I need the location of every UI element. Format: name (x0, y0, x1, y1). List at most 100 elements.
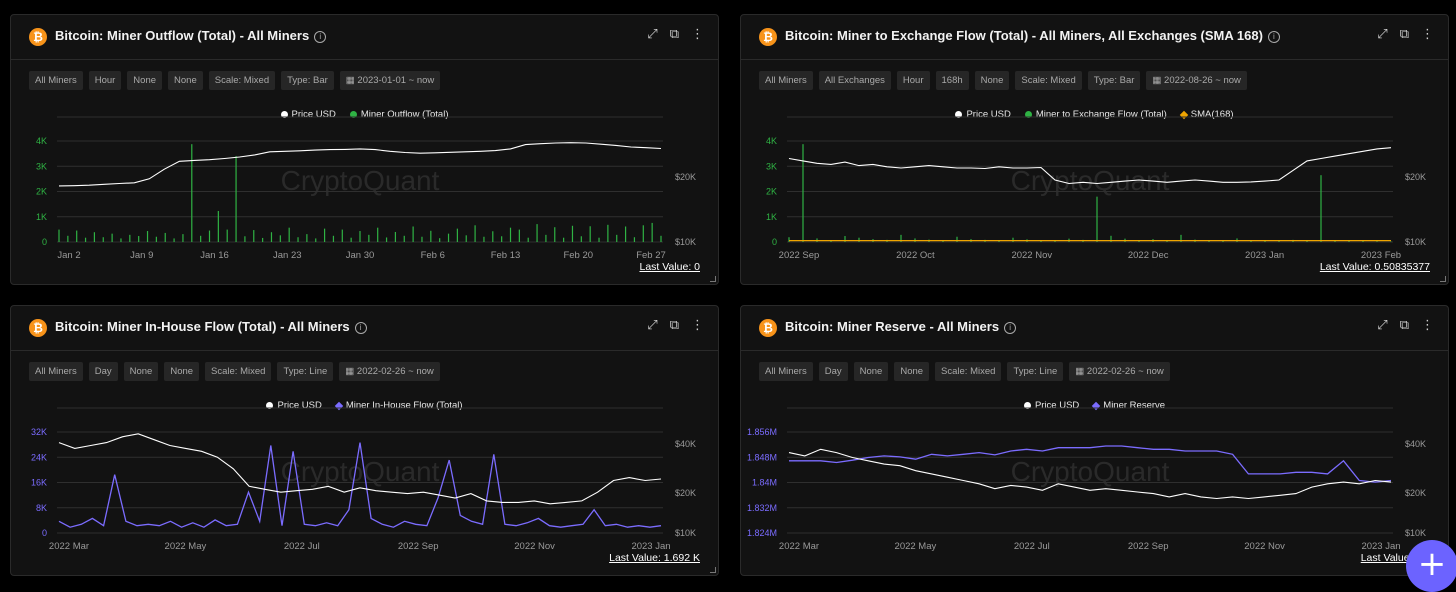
outflow-bar (492, 231, 494, 242)
x-tick-label: Jan 30 (346, 250, 375, 261)
legend-item[interactable]: Price USD (1023, 400, 1080, 411)
expand-icon[interactable]: ⤢ (1377, 27, 1388, 42)
filter-chip[interactable]: All Miners (29, 71, 83, 90)
price-line (788, 448, 1392, 500)
filter-chip[interactable]: Scale: Mixed (208, 71, 276, 90)
filter-chip[interactable]: All Miners (759, 362, 813, 381)
info-icon[interactable]: i (354, 322, 367, 334)
legend-label: Price USD (291, 109, 336, 120)
x-tick-label: 2022 Oct (896, 250, 935, 261)
more-menu-icon[interactable]: ⋮ (1421, 318, 1434, 333)
outflow-bar (332, 235, 335, 242)
date-range-chip[interactable]: ▦ 2022-02-26 ~ now (1069, 362, 1170, 381)
date-range-chip[interactable]: ▦ 2022-08-26 ~ now (1146, 71, 1247, 90)
popout-icon[interactable]: ⧉ (669, 318, 679, 333)
filter-chip[interactable]: None (168, 71, 203, 90)
legend-label: Miner to Exchange Flow (Total) (1035, 109, 1167, 120)
outflow-bar (447, 233, 450, 242)
outflow-bar (501, 236, 503, 242)
expand-icon[interactable]: ⤢ (647, 318, 658, 333)
panel-tools: ⤢ ⧉ ⋮ (647, 27, 704, 42)
right-axis-tick-label: $20K (675, 488, 696, 498)
legend-item[interactable]: Price USD (280, 109, 336, 120)
y-tick-label: 2K (766, 187, 777, 197)
outflow-bar (802, 144, 804, 242)
x-tick-label: 2022 Nov (1011, 250, 1052, 261)
filter-chip[interactable]: Type: Line (277, 362, 334, 381)
right-axis-tick-label: $20K (675, 172, 696, 182)
resize-handle[interactable] (1440, 276, 1446, 282)
outflow-bar (84, 237, 87, 242)
outflow-bar (129, 234, 131, 242)
filter-chip[interactable]: Scale: Mixed (205, 362, 272, 381)
outflow-bar (315, 238, 317, 242)
more-menu-icon[interactable]: ⋮ (1421, 27, 1434, 42)
popout-icon[interactable]: ⧉ (1399, 318, 1409, 333)
filter-chip[interactable]: None (894, 362, 930, 381)
legend-item[interactable]: Price USD (955, 109, 1011, 120)
outflow-bar (483, 236, 485, 242)
panel-title: Bitcoin: Miner to Exchange Flow (Total) … (785, 28, 1280, 43)
y-tick-label: 1.832M (747, 503, 777, 513)
last-value-link[interactable]: Last Value: 0.50835377 (1319, 261, 1430, 273)
legend-item[interactable]: Miner to Exchange Flow (Total) (1024, 109, 1167, 120)
outflow-bar (385, 237, 388, 242)
filter-chip[interactable]: Day (88, 362, 118, 381)
info-icon[interactable]: i (314, 31, 327, 43)
add-fab-button[interactable]: + (1406, 540, 1456, 592)
filter-chip[interactable]: None (123, 362, 159, 381)
outflow-bar (1096, 196, 1098, 242)
legend-item[interactable]: SMA(168) (1179, 109, 1234, 120)
filter-chip[interactable]: All Exchanges (818, 71, 891, 90)
popout-icon[interactable]: ⧉ (1399, 27, 1409, 42)
y-tick-label: 0 (42, 528, 47, 538)
filter-chip[interactable]: None (974, 71, 1010, 90)
date-range-chip[interactable]: ▦ 2022-02-26 ~ now (339, 362, 440, 381)
chart-svg: CryptoQuant 0 8K 16K 24K 32K $10K $20K $40K 2022 … (31, 407, 696, 552)
outflow-bar (288, 227, 290, 242)
legend-item[interactable]: Price USD (266, 400, 322, 411)
outflow-bar (359, 231, 361, 242)
legend-item[interactable]: Miner Outflow (Total) (349, 109, 448, 120)
price-line (58, 142, 662, 187)
filter-chip[interactable]: Type: Line (1007, 362, 1064, 381)
panel-tools: ⤢ ⧉ ⋮ (1377, 318, 1434, 333)
outflow-bar (956, 236, 958, 242)
x-tick-label: 2023 Feb (1361, 250, 1401, 261)
popout-icon[interactable]: ⧉ (669, 27, 679, 42)
last-value-link[interactable]: Last Value: 1.692 K (609, 552, 700, 564)
filter-chip[interactable]: None (164, 362, 200, 381)
outflow-bar (642, 225, 644, 242)
last-value-link[interactable]: Last Value: 0 (639, 261, 700, 273)
resize-handle[interactable] (710, 567, 716, 573)
right-axis-tick-label: $10K (675, 237, 696, 247)
info-icon[interactable]: i (1267, 31, 1280, 43)
outflow-bar (474, 225, 476, 242)
filter-chip[interactable]: None (127, 71, 163, 90)
filter-chip[interactable]: Type: Bar (1087, 71, 1141, 90)
legend-item[interactable]: Miner Reserve (1092, 400, 1165, 411)
x-tick-label: 2023 Jan (631, 541, 670, 552)
legend-item[interactable]: Miner In-House Flow (Total) (334, 400, 463, 411)
outflow-bar (858, 237, 860, 242)
legend-label: Price USD (1034, 400, 1080, 411)
filter-chip[interactable]: Scale: Mixed (935, 362, 1002, 381)
filter-chip[interactable]: Day (818, 362, 848, 381)
filter-chip[interactable]: Type: Bar (281, 71, 334, 90)
date-range-chip[interactable]: ▦ 2023-01-01 ~ now (339, 71, 441, 90)
x-tick-label: Feb 6 (421, 250, 445, 261)
more-menu-icon[interactable]: ⋮ (691, 27, 704, 42)
expand-icon[interactable]: ⤢ (1377, 318, 1388, 333)
filter-chip[interactable]: Hour (88, 71, 122, 90)
more-menu-icon[interactable]: ⋮ (691, 318, 704, 333)
filter-chip[interactable]: Hour (896, 71, 930, 90)
filter-chip[interactable]: Scale: Mixed (1015, 71, 1082, 90)
filter-chip[interactable]: All Miners (29, 362, 83, 381)
info-icon[interactable]: i (1004, 322, 1017, 334)
resize-handle[interactable] (710, 276, 716, 282)
chart-legend: Price USD Miner Reserve (741, 400, 1448, 411)
expand-icon[interactable]: ⤢ (647, 27, 658, 42)
filter-chip[interactable]: None (853, 362, 889, 381)
filter-chip[interactable]: 168h (935, 71, 969, 90)
filter-chip[interactable]: All Miners (759, 71, 813, 90)
